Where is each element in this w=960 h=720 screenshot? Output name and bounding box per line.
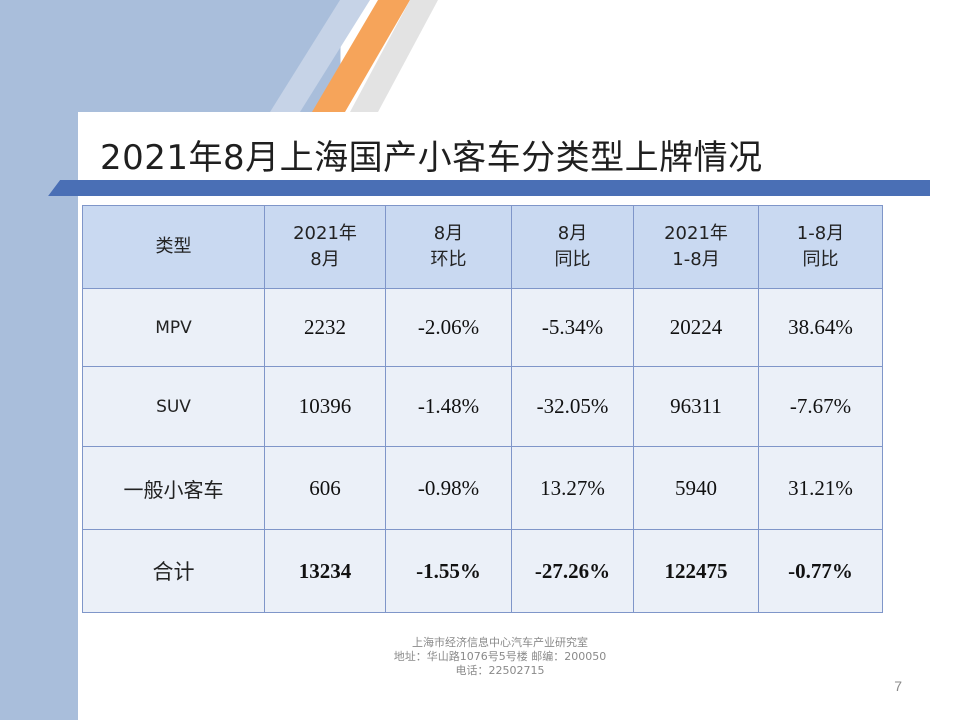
total-label: 合计 <box>82 529 265 613</box>
cell-aug-2021: 2232 <box>264 288 386 367</box>
total-aug-2021: 13234 <box>264 529 386 613</box>
cell-aug-mom: -2.06% <box>385 288 512 367</box>
cell-jan-aug-2021: 20224 <box>633 288 759 367</box>
header-aug-yoy: 8月 同比 <box>511 205 634 289</box>
footer-org: 上海市经济信息中心汽车产业研究室 <box>412 636 588 649</box>
total-aug-mom: -1.55% <box>385 529 512 613</box>
footer-contact: 上海市经济信息中心汽车产业研究室 地址：华山路1076号5号楼 邮编：20005… <box>300 636 700 678</box>
header-jan-aug-yoy: 1-8月 同比 <box>758 205 883 289</box>
registration-table: 类型 2021年 8月 8月 环比 8月 同比 2021年 1-8月 1-8月 同比 MP… <box>82 205 883 613</box>
page-number: 7 <box>894 678 902 694</box>
cell-jan-aug-2021: 96311 <box>633 366 759 447</box>
title-underline-bar <box>40 180 930 196</box>
cell-aug-mom: -0.98% <box>385 446 512 530</box>
cell-jan-aug-yoy: 38.64% <box>758 288 883 367</box>
table-header-row: 类型 2021年 8月 8月 环比 8月 同比 2021年 1-8月 1-8月 同比 <box>82 205 883 289</box>
background-left-band <box>0 0 78 720</box>
cell-aug-yoy: -5.34% <box>511 288 634 367</box>
header-aug-mom: 8月 环比 <box>385 205 512 289</box>
table-row: MPV 2232 -2.06% -5.34% 20224 38.64% <box>82 288 883 367</box>
cell-aug-yoy: -32.05% <box>511 366 634 447</box>
cell-jan-aug-yoy: 31.21% <box>758 446 883 530</box>
cell-aug-mom: -1.48% <box>385 366 512 447</box>
row-type: MPV <box>82 288 265 367</box>
cell-jan-aug-yoy: -7.67% <box>758 366 883 447</box>
footer-phone: 电话：22502715 <box>455 664 545 677</box>
header-type: 类型 <box>82 205 265 289</box>
cell-aug-2021: 10396 <box>264 366 386 447</box>
header-jan-aug-2021: 2021年 1-8月 <box>633 205 759 289</box>
slide-title: 2021年8月上海国产小客车分类型上牌情况 <box>100 138 763 178</box>
total-jan-aug-yoy: -0.77% <box>758 529 883 613</box>
cell-jan-aug-2021: 5940 <box>633 446 759 530</box>
total-aug-yoy: -27.26% <box>511 529 634 613</box>
background-top-band <box>0 0 960 112</box>
cell-aug-yoy: 13.27% <box>511 446 634 530</box>
decorative-stripes <box>270 0 438 112</box>
table-row: SUV 10396 -1.48% -32.05% 96311 -7.67% <box>82 366 883 447</box>
row-type: SUV <box>82 366 265 447</box>
table-total-row: 合计 13234 -1.55% -27.26% 122475 -0.77% <box>82 529 883 613</box>
table-row: 一般小客车 606 -0.98% 13.27% 5940 31.21% <box>82 446 883 530</box>
total-jan-aug-2021: 122475 <box>633 529 759 613</box>
footer-address: 地址：华山路1076号5号楼 邮编：200050 <box>393 650 607 663</box>
header-aug-2021: 2021年 8月 <box>264 205 386 289</box>
cell-aug-2021: 606 <box>264 446 386 530</box>
row-type: 一般小客车 <box>82 446 265 530</box>
